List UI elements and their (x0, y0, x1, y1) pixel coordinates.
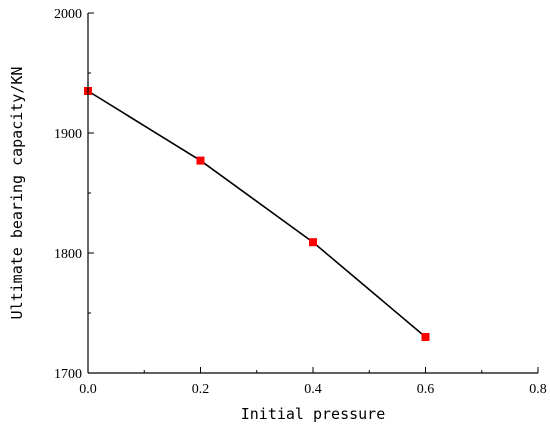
y-tick-label: 1700 (54, 367, 82, 382)
y-axis-title: Ultimate bearing capacity/KN (8, 67, 26, 320)
x-axis-title: Initial pressure (241, 405, 386, 423)
data-point-marker (309, 238, 317, 247)
data-point-marker (196, 156, 205, 165)
y-tick-label: 1800 (54, 247, 82, 262)
series-line (87, 90, 427, 338)
series-layer (84, 87, 430, 341)
x-tick-label: 0.4 (304, 382, 322, 397)
axis-ticks: 0.0 0.2 0.4 0.6 0.8 1700 1800 1900 2000 (54, 7, 547, 397)
x-tick-label: 0.0 (79, 382, 97, 397)
data-point-marker (421, 333, 430, 341)
y-tick-label: 1900 (54, 127, 82, 142)
x-tick-label: 0.6 (417, 382, 435, 397)
x-tick-label: 0.8 (529, 382, 547, 397)
x-tick-label: 0.2 (192, 382, 210, 397)
y-tick-label: 2000 (54, 7, 82, 22)
